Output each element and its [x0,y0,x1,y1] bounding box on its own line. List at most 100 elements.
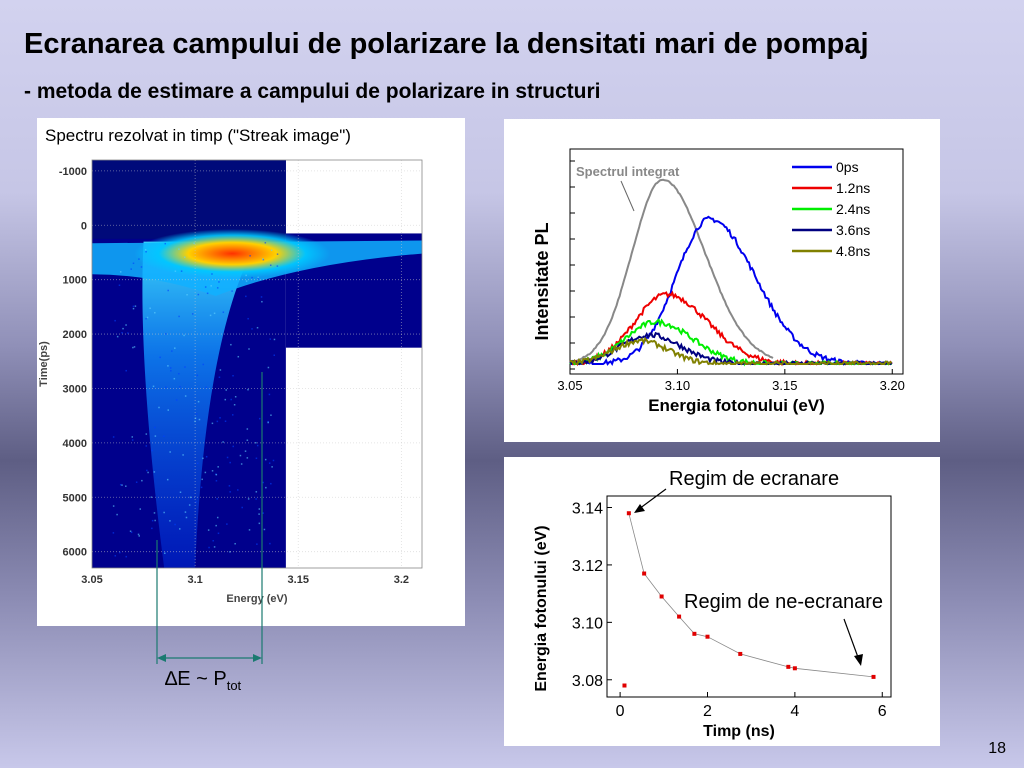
peak-data-point [786,664,791,669]
peak-data-point [692,631,697,636]
streak-speckle [125,485,127,487]
streak-speckle [145,317,147,320]
streak-speckle [184,395,187,397]
streak-speckle [146,316,149,319]
streak-speckle [147,471,149,474]
streak-decay-tail [142,241,257,568]
peak-trend-line [628,513,874,678]
streak-speckle [167,289,169,292]
streak-speckle [133,346,136,348]
streak-speckle [119,483,122,486]
streak-speckle [154,311,156,314]
streak-speckle [197,400,200,403]
streak-speckle [125,324,127,326]
streak-pre-pulse [92,160,286,239]
legend-label: 1.2ns [836,180,870,196]
streak-speckle [207,529,210,531]
streak-y-tick: 1000 [63,275,87,287]
streak-chart: -1000 0 1000 2000 3000 4000 5000 6000 3.05 3.1 3.1… [38,159,423,605]
streak-speckle [260,296,263,298]
streak-speckle [255,457,258,460]
streak-speckle [248,348,250,350]
streak-speckle [262,481,264,484]
streak-speckle [208,546,210,549]
streak-speckle [145,433,148,435]
streak-speckle [218,281,220,283]
peak-data-point [642,571,647,576]
streak-speckle [183,256,186,259]
streak-speckle [210,285,212,287]
streak-speckle [249,255,251,257]
streak-speckle [230,398,232,401]
streak-speckle [185,516,188,519]
streak-speckle [256,444,259,447]
streak-speckle [246,428,249,430]
streak-speckle [188,504,191,506]
streak-speckle [224,398,227,401]
streak-speckle [154,435,157,437]
streak-speckle [116,513,118,516]
streak-speckle [184,366,186,368]
streak-speckle [159,356,161,359]
streak-speckle [246,457,249,459]
streak-speckle [163,435,165,438]
streak-speckle [164,333,167,335]
streak-speckle [135,481,138,483]
streak-speckle [215,524,217,527]
streak-speckle [138,258,140,260]
streak-speckle [215,473,218,476]
streak-speckle [121,331,123,334]
streak-speckle [267,366,270,369]
streak-speckle [129,530,132,532]
streak-speckle [257,276,259,279]
peak-data-point [871,674,876,679]
streak-speckle [205,455,208,458]
streak-speckle [212,540,214,542]
series-line-4_8ns [569,336,893,366]
streak-speckle [175,399,178,401]
streak-y-tick: -1000 [59,166,87,178]
streak-speckle [255,498,257,500]
streak-speckle [141,479,143,482]
streak-speckle [152,385,155,388]
streak-speckle [216,516,219,519]
streak-frame [91,159,423,569]
streak-speckle [132,346,134,349]
streak-speckle [169,451,171,453]
streak-speckle [144,248,147,251]
streak-speckle [229,551,231,553]
streak-speckle [167,365,169,367]
spectra-frame [569,148,904,375]
streak-speckle [216,287,219,289]
streak-speckle [258,513,260,515]
streak-speckle [239,454,242,457]
streak-speckle [131,439,134,441]
streak-speckle [132,307,135,310]
streak-speckle [247,498,250,500]
streak-speckle [222,311,225,313]
streak-speckle [131,436,134,438]
streak-speckle [138,535,141,537]
legend-label: 3.6ns [836,222,870,238]
streak-speckle [256,326,259,329]
streak-y-tick: 4000 [63,438,87,450]
streak-speckle [125,555,127,558]
spectra-x-tick-label: 3.10 [665,378,690,393]
streak-speckle [205,386,207,389]
streak-y-tick: 6000 [63,547,87,559]
streak-speckle [204,286,207,288]
peak-y-label: Energia fotonului (eV) [533,525,550,691]
streak-speckle [229,461,231,464]
streak-speckle [219,417,221,419]
streak-speckle [193,242,195,245]
streak-speckle [170,370,172,372]
streak-speckle [204,471,207,474]
delta-arrowhead-left [157,654,166,662]
streak-speckle [225,389,227,391]
streak-speckle [154,519,156,522]
streak-x-tick: 3.15 [288,574,309,586]
streak-speckle [112,532,115,534]
streak-speckle [265,486,267,489]
streak-speckle [151,449,154,452]
spectra-x-tick-label: 3.15 [772,378,797,393]
